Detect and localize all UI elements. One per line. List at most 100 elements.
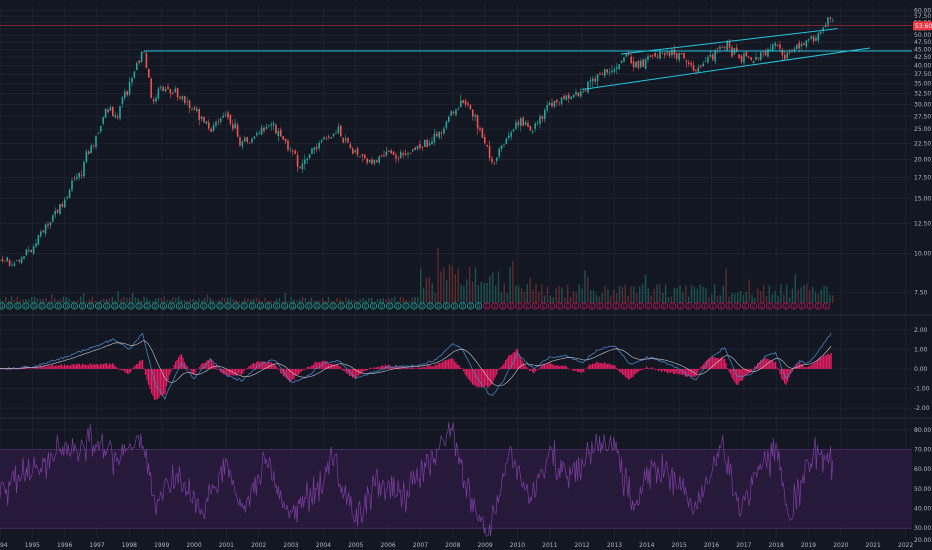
candle-body: [61, 204, 64, 207]
candle-body: [402, 153, 404, 156]
volume-bar: [630, 286, 632, 303]
x-tick-label: 2004: [316, 542, 331, 549]
marker-letter: E: [590, 304, 593, 310]
x-tick-label: 1994: [0, 542, 8, 549]
marker-circle: [111, 302, 119, 310]
macd-histogram-bar: [113, 364, 115, 369]
candle-body: [671, 49, 673, 56]
marker-letter: D: [129, 304, 133, 310]
price-y-tick-label: 35.00: [914, 81, 931, 88]
price-y-tick-label: 37.50: [914, 71, 931, 78]
macd-histogram-bar: [327, 363, 330, 369]
macd-histogram-bar: [254, 363, 256, 369]
marker-letter: E: [485, 304, 488, 310]
volume-bar: [541, 284, 543, 303]
candle-body: [428, 143, 431, 146]
macd-histogram-bar: [92, 364, 94, 369]
macd-histogram-bar: [746, 368, 748, 375]
marker-circle: [208, 302, 216, 310]
macd-histogram-bar: [411, 366, 414, 369]
dividend-marker: D: [54, 302, 62, 310]
volume-bar: [613, 289, 615, 303]
dividend-marker: D: [151, 302, 159, 310]
price-y-tick-label: 27.50: [914, 113, 931, 120]
candle-body: [351, 148, 354, 154]
marker-circle: [62, 302, 70, 310]
volume-bar: [771, 294, 773, 303]
candle-body: [323, 137, 325, 140]
candle-body: [299, 167, 301, 169]
macd-histogram-bar: [619, 368, 621, 372]
macd-histogram-bar: [722, 358, 724, 369]
candle-body: [656, 56, 659, 58]
volume-bar: [757, 288, 759, 303]
volume-bar: [529, 277, 531, 303]
macd-histogram-bar: [776, 367, 778, 369]
macd-histogram-bar: [182, 357, 184, 369]
macd-histogram-bar: [740, 368, 742, 381]
volume-bar: [751, 294, 753, 303]
candle-body: [575, 91, 577, 95]
dividend-marker: D: [62, 302, 70, 310]
volume-bar: [353, 299, 356, 303]
macd-histogram-bar: [531, 368, 534, 373]
macd-panel: [0, 332, 832, 400]
candle-body: [534, 123, 536, 129]
macd-histogram-bar: [811, 364, 813, 369]
marker-letter: E: [728, 304, 731, 310]
marker-letter: D: [145, 304, 149, 310]
macd-histogram-bar: [440, 362, 442, 369]
candle-body: [85, 151, 88, 163]
marker-letter: E: [736, 304, 739, 310]
volume-bar: [517, 286, 520, 303]
candle-body: [447, 116, 450, 122]
volume-bar: [146, 297, 148, 303]
candle-body: [335, 133, 337, 134]
volume-bar: [515, 285, 517, 303]
macd-histogram-bar: [374, 367, 376, 369]
candle-body: [752, 61, 755, 64]
volume-bar: [509, 266, 511, 303]
rsi-y-tick-label: 40.00: [914, 506, 931, 513]
volume-bar: [402, 297, 405, 303]
volume-bar: [221, 297, 223, 303]
volume-bar: [713, 283, 716, 303]
macd-histogram-bar: [170, 368, 172, 372]
candle-body: [390, 150, 392, 154]
marker-circle: [394, 302, 402, 310]
volume-bar: [581, 288, 583, 303]
macd-histogram-bar: [530, 368, 532, 371]
marker-circle: [280, 302, 289, 310]
candle-body: [207, 122, 210, 129]
candle-body: [711, 54, 714, 60]
marker-circle: [200, 302, 208, 310]
macd-histogram-bar: [763, 359, 765, 369]
macd-histogram-bar: [191, 368, 193, 374]
candle-body: [817, 32, 820, 41]
candle-body: [464, 100, 467, 105]
volume-bar: [391, 297, 393, 303]
macd-histogram-bar: [83, 364, 85, 369]
macd-histogram-bar: [473, 368, 475, 385]
earnings-marker: E: [483, 302, 491, 310]
macd-histogram-bar: [335, 364, 337, 369]
dividend-marker: D: [386, 302, 394, 310]
marker-letter: D: [428, 304, 432, 310]
candle-body: [234, 123, 236, 129]
macd-histogram-bar: [291, 368, 294, 380]
marker-circle: [95, 302, 103, 310]
candle-body: [95, 136, 97, 147]
candle-body: [755, 57, 757, 60]
candle-body: [735, 47, 738, 52]
macd-histogram-bar: [389, 365, 391, 369]
macd-histogram-bar: [377, 366, 379, 369]
candle-body: [603, 69, 606, 76]
rsi-y-tick-label: 20.00: [914, 537, 931, 544]
candle-body: [815, 37, 817, 41]
candle-body: [116, 116, 119, 118]
candle-body: [169, 88, 172, 94]
macd-histogram-bar: [474, 368, 477, 386]
macd-histogram-bar: [629, 368, 631, 379]
marker-circle: [151, 302, 159, 310]
marker-circle: [321, 302, 329, 310]
